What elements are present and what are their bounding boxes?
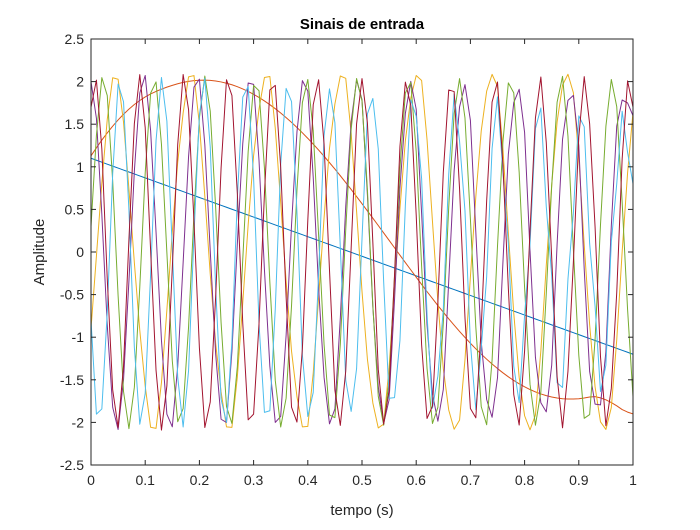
series-line-7 [91, 74, 633, 431]
series-line-3 [91, 73, 633, 431]
series-layer [91, 73, 633, 431]
y-tick-label: 0.5 [65, 201, 85, 217]
y-axis-label: Amplitude [31, 219, 48, 286]
x-tick-label: 0.7 [461, 472, 481, 488]
y-tick-label: 2 [76, 74, 84, 90]
x-tick-label: 0 [87, 472, 95, 488]
x-tick-label: 0.1 [135, 472, 155, 488]
x-tick-label: 0.4 [298, 472, 318, 488]
y-tick-label: 1 [76, 159, 84, 175]
series-line-6 [91, 77, 633, 428]
y-tick-label: -1.5 [60, 372, 84, 388]
x-tick-label: 0.9 [569, 472, 589, 488]
x-tick-label: 0.5 [352, 472, 372, 488]
y-tick-label: 2.5 [65, 31, 85, 47]
chart-title: Sinais de entrada [300, 16, 425, 33]
x-tick-label: 0.6 [406, 472, 426, 488]
x-axis-label: tempo (s) [330, 502, 393, 519]
y-axis-ticks: -2.5 -2 -1.5 -1 -0.5 0 0.5 1 1.5 2 2.5 [60, 31, 633, 473]
x-tick-label: 0.8 [515, 472, 535, 488]
x-tick-label: 0.3 [244, 472, 264, 488]
y-tick-label: -2 [72, 414, 85, 430]
x-tick-label: 0.2 [190, 472, 210, 488]
y-tick-label: -1 [72, 329, 85, 345]
x-tick-label: 1 [629, 472, 637, 488]
series-line-2 [91, 79, 633, 415]
y-tick-label: 0 [76, 244, 84, 260]
y-tick-label: 1.5 [65, 116, 85, 132]
y-tick-label: -2.5 [60, 457, 84, 473]
x-axis-ticks: 0 0.1 0.2 0.3 0.4 0.5 0.6 0.7 0.8 0.9 1 [87, 39, 637, 488]
y-tick-label: -0.5 [60, 287, 84, 303]
